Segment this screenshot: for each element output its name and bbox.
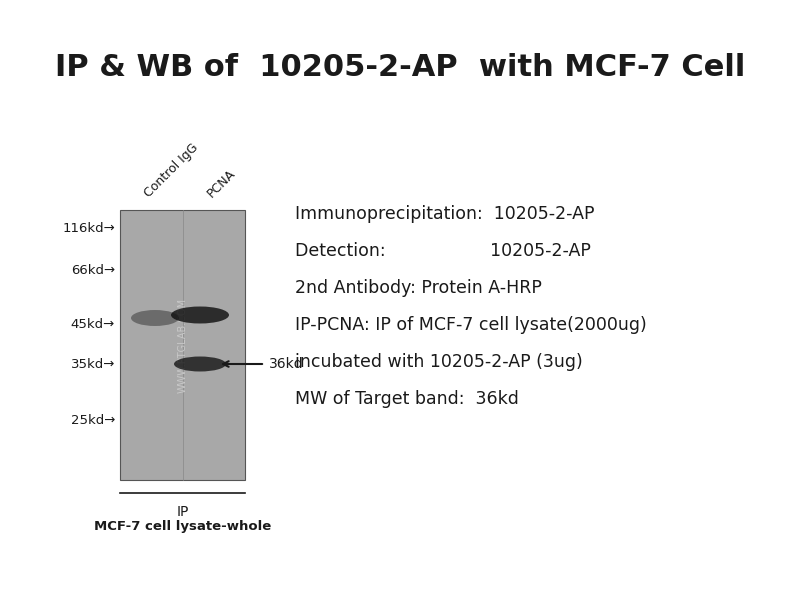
- Ellipse shape: [171, 307, 229, 323]
- Text: Immunoprecipitation:  10205-2-AP: Immunoprecipitation: 10205-2-AP: [295, 205, 594, 223]
- Bar: [120, 210, 245, 480]
- Text: 45kd→: 45kd→: [70, 319, 115, 331]
- Text: 25kd→: 25kd→: [70, 413, 115, 427]
- Text: PCNA: PCNA: [205, 167, 238, 200]
- Ellipse shape: [131, 310, 179, 326]
- Text: MW of Target band:  36kd: MW of Target band: 36kd: [295, 390, 519, 408]
- Text: WWW.PTGLAB.COM: WWW.PTGLAB.COM: [178, 298, 187, 392]
- Text: MCF-7 cell lysate-whole: MCF-7 cell lysate-whole: [94, 520, 271, 533]
- Text: Detection:                   10205-2-AP: Detection: 10205-2-AP: [295, 242, 591, 260]
- Text: IP: IP: [176, 505, 189, 519]
- Text: 36kd: 36kd: [269, 357, 304, 371]
- Ellipse shape: [174, 356, 226, 371]
- Text: 2nd Antibody: Protein A-HRP: 2nd Antibody: Protein A-HRP: [295, 279, 542, 297]
- Text: Control IgG: Control IgG: [142, 141, 201, 200]
- Text: IP & WB of  10205-2-AP  with MCF-7 Cell: IP & WB of 10205-2-AP with MCF-7 Cell: [55, 53, 745, 82]
- Text: 35kd→: 35kd→: [70, 358, 115, 371]
- Text: 116kd→: 116kd→: [62, 221, 115, 235]
- Text: IP-PCNA: IP of MCF-7 cell lysate(2000ug): IP-PCNA: IP of MCF-7 cell lysate(2000ug): [295, 316, 646, 334]
- Text: 66kd→: 66kd→: [71, 263, 115, 277]
- Text: incubated with 10205-2-AP (3ug): incubated with 10205-2-AP (3ug): [295, 353, 582, 371]
